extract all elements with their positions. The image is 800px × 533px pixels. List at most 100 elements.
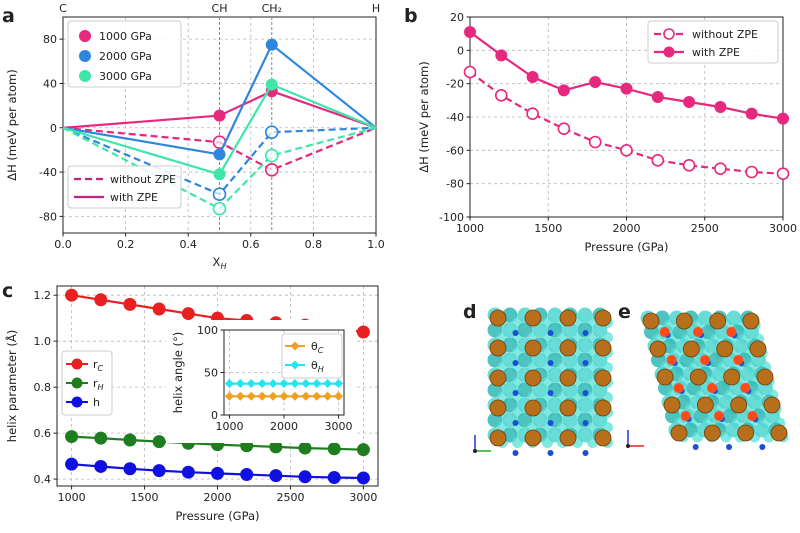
legend-label: without ZPE	[110, 173, 176, 186]
data-point	[211, 466, 224, 480]
inset-data-point	[334, 379, 344, 389]
inset-y-axis-label: helix angle (°)	[171, 332, 185, 414]
carbon-atom	[559, 429, 577, 447]
carbon-inner-atom	[547, 390, 554, 396]
data-point	[65, 457, 79, 471]
data-point-open	[526, 107, 539, 120]
legend-marker	[71, 396, 83, 408]
x-tick-label: 0.2	[117, 238, 135, 251]
carbon-atom	[742, 312, 760, 330]
carbon-inner-atom	[547, 360, 554, 366]
highlight-atom	[714, 411, 724, 421]
data-point-open	[651, 154, 665, 167]
data-point-without-zpe	[264, 125, 279, 139]
panel-letter-b: b	[404, 5, 418, 27]
data-point	[240, 468, 254, 482]
carbon-atom	[524, 399, 542, 417]
structure-d-image	[473, 307, 613, 456]
highlight-atom	[740, 383, 751, 393]
inset-data-point	[312, 379, 322, 389]
carbon-atom	[756, 368, 774, 386]
series-line-with-zpe	[62, 90, 377, 129]
y-tick-label: -80	[39, 210, 57, 223]
carbon-inner-atom	[512, 330, 519, 336]
x-axis-label: XH	[213, 255, 227, 271]
data-point	[327, 442, 341, 456]
inset-data-point	[323, 391, 333, 401]
x-tick-label: 0.8	[305, 238, 323, 251]
y-tick-label: 40	[43, 77, 57, 90]
x-tick-label: 2000	[613, 222, 641, 235]
x-tick-label: 2000	[204, 491, 232, 504]
data-point-with-zpe	[213, 168, 226, 181]
data-point	[181, 465, 195, 479]
legend-label: θC	[311, 340, 324, 355]
inset-data-point	[279, 391, 289, 401]
carbon-atom	[489, 399, 507, 417]
y-axis-label: helix parameter (Å)	[4, 330, 19, 442]
data-point	[94, 293, 108, 307]
y-tick-label: -40	[446, 111, 464, 124]
panel-letter-e: e	[618, 301, 631, 323]
carbon-atom	[763, 396, 781, 414]
legend-marker	[71, 377, 83, 389]
y-tick-label: 0	[50, 122, 57, 135]
highlight-atom	[700, 355, 710, 365]
carbon-atom	[703, 424, 721, 442]
carbon-atom	[730, 396, 748, 414]
data-point-with-zpe	[213, 148, 226, 161]
data-point	[65, 430, 79, 444]
data-point-without-zpe	[212, 201, 227, 216]
data-point-filled	[714, 101, 727, 113]
legend-label: h	[93, 396, 100, 409]
carbon-inner-atom	[547, 450, 554, 456]
legend-marker	[663, 28, 675, 40]
chart-b: 1000 1500 2000 2500 3000 -100 -80 -60 -40 -20 0 20 P…	[417, 11, 797, 254]
inset-legend: θC θH	[281, 333, 343, 379]
y-tick-label: -100	[439, 211, 464, 224]
carbon-atom	[559, 309, 577, 327]
x-axis-label: Pressure (GPa)	[175, 509, 259, 523]
data-point	[327, 470, 341, 484]
data-point-filled	[557, 84, 570, 97]
carbon-atom	[723, 368, 741, 386]
composition-label: H	[372, 2, 380, 15]
carbon-atom	[682, 340, 700, 358]
carbon-atom	[749, 340, 767, 358]
carbon-atom	[663, 396, 681, 414]
panel-letter-d: d	[463, 301, 477, 323]
y-tick-label: 0	[457, 44, 464, 57]
carbon-atom	[559, 399, 577, 417]
data-point-open	[745, 165, 759, 179]
highlight-atom	[707, 383, 717, 393]
legend-label: rH	[93, 377, 104, 392]
data-point	[269, 469, 283, 483]
data-point	[123, 433, 137, 447]
highlight-atom	[733, 355, 744, 365]
carbon-atom	[489, 369, 507, 387]
inset-data-point	[257, 379, 267, 389]
data-point	[94, 431, 108, 445]
data-point	[356, 325, 370, 339]
data-point	[181, 307, 195, 321]
x-tick-label: 1500	[534, 222, 562, 235]
data-point-filled	[683, 96, 696, 108]
legend-label: rC	[93, 358, 104, 373]
data-point-open	[463, 65, 477, 79]
y-tick-label: -80	[446, 178, 464, 191]
carbon-atom	[559, 369, 577, 387]
carbon-inner-atom	[512, 420, 519, 426]
carbon-atom	[709, 312, 727, 330]
legend-pressure: 1000 GPa 2000 GPa 3000 GPa	[67, 20, 182, 88]
inset-data-point	[279, 379, 289, 389]
data-point	[152, 435, 166, 449]
data-point	[123, 297, 137, 311]
y-axis-label: ΔH (meV per atom)	[5, 69, 19, 181]
carbon-atom	[594, 429, 612, 447]
data-point	[152, 302, 166, 316]
highlight-atom	[693, 327, 703, 337]
x-tick-label: 3000	[325, 420, 353, 433]
inset-data-point	[301, 391, 311, 401]
legend-label: θH	[311, 359, 324, 374]
data-point-filled	[651, 91, 664, 103]
